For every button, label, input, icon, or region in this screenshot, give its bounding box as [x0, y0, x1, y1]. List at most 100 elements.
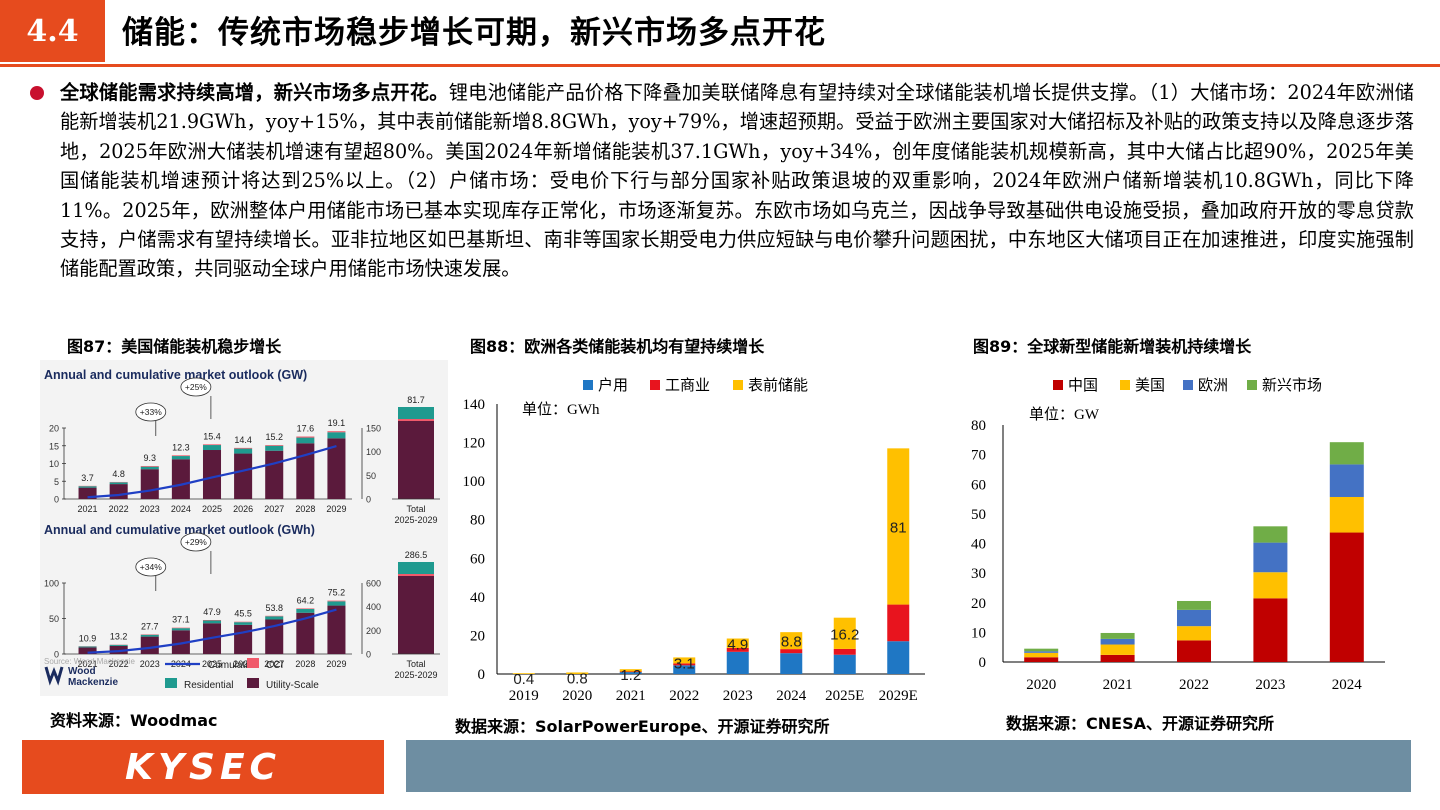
wm1-total-label: 12.3 — [172, 442, 190, 452]
gl-legend-swatch-3 — [1247, 380, 1257, 390]
eu-xtick: 2021 — [616, 688, 646, 704]
gl-legend-label-1: 美国 — [1135, 377, 1165, 394]
wm1-title: Annual and cumulative market outlook (GW… — [44, 368, 307, 382]
gl-xtick: 2021 — [1103, 677, 1133, 693]
wm2-growth-label-1: +34% — [140, 562, 162, 572]
wm2-xtick: 2022 — [109, 659, 129, 669]
gl-xtick: 2024 — [1332, 677, 1363, 693]
wm-brand-line2: Mackenzie — [68, 677, 118, 688]
wm1-bar-residential-2024 — [171, 456, 190, 460]
wm1-growth-label-1: +33% — [140, 407, 162, 417]
wm1-y2tick: 50 — [366, 471, 376, 481]
wm-legend-swatch-cci — [247, 658, 259, 668]
wm2-totalbar-label2: 2025-2029 — [394, 670, 437, 680]
wm1-bar-cci-2025 — [202, 444, 222, 446]
eu-ytick: 40 — [470, 590, 485, 606]
gl-ytick: 10 — [971, 625, 986, 641]
wm2-bar-residential-2025 — [202, 620, 222, 624]
wm1-xtick: 2023 — [140, 504, 160, 514]
wm1-totalbar-value: 81.7 — [407, 395, 425, 405]
wm2-xtick: 2023 — [140, 659, 160, 669]
gl-bar-1-2020 — [1024, 652, 1059, 658]
wm1-bar-cci-2026 — [234, 447, 253, 449]
fig89-source: 数据来源：CNESA、开源证券研究所 — [1006, 714, 1274, 733]
gl-bar-3-2021 — [1100, 632, 1135, 639]
eu-bar-1-2029E — [887, 604, 910, 642]
eu-data-label: 0.8 — [567, 670, 588, 687]
eu-bar-0-2025E — [833, 654, 856, 674]
wm1-bar-cci-2029 — [327, 431, 346, 433]
gl-ytick: 50 — [971, 507, 986, 523]
eu-data-label: 81 — [890, 519, 907, 536]
gl-legend-label-3: 新兴市场 — [1262, 377, 1322, 394]
eu-xtick: 2025E — [825, 688, 864, 704]
gl-bar-1-2021 — [1100, 644, 1135, 655]
wm2-total-label: 13.2 — [110, 632, 128, 642]
wm1-bar-utility-scale-2026 — [234, 453, 253, 499]
wm1-total-label: 9.3 — [144, 453, 157, 463]
footer-logo: KYSEC — [125, 746, 281, 788]
wm1-y2tick: 0 — [366, 495, 371, 505]
eu-bar-2-2024 — [780, 632, 803, 650]
wm1-bar-utility-scale-2023 — [140, 469, 159, 499]
wm2-bar-residential-2029 — [327, 601, 346, 606]
wm2-growth-bubble-2 — [180, 532, 212, 552]
gl-xtick: 2022 — [1179, 677, 1209, 693]
eu-legend-label-0: 户用 — [598, 377, 628, 394]
gl-ytick: 80 — [971, 418, 986, 434]
wm1-ytick: 0 — [54, 495, 59, 505]
wm1-bar-residential-2028 — [296, 437, 315, 444]
gl-bar-2-2023 — [1253, 542, 1288, 573]
wm2-total-label: 47.9 — [203, 607, 221, 617]
eu-ytick: 0 — [478, 667, 486, 683]
wm2-xtick: 2026 — [233, 659, 253, 669]
eu-data-label: 0.4 — [513, 671, 534, 688]
wm2-bar-utility-scale-2022 — [109, 645, 128, 654]
eu-ytick: 120 — [463, 436, 486, 452]
wm2-cumulative-line — [87, 608, 337, 654]
body-paragraph: 全球储能需求持续高增，新兴市场多点开花。锂电池储能产品价格下降叠加美联储降息有望… — [60, 78, 1414, 284]
wm1-bar-residential-2026 — [234, 448, 253, 454]
wm1-xtick: 2024 — [171, 504, 191, 514]
eu-bar-2-2019 — [512, 673, 535, 674]
gl-bar-1-2022 — [1177, 626, 1211, 641]
wm2-bar-utility-scale-2029 — [327, 605, 346, 654]
wm1-bar-utility-scale-2021 — [78, 487, 97, 499]
wm1-bar-utility-scale-2027 — [265, 450, 284, 499]
wm-legend-residential: Residential — [184, 680, 233, 691]
eu-bar-2-2029E — [887, 448, 910, 605]
wm2-ytick: 0 — [54, 650, 59, 660]
wm1-ytick: 10 — [49, 459, 59, 469]
wm1-total-label: 4.8 — [112, 469, 125, 479]
wm2-y2tick: 600 — [366, 579, 381, 589]
gl-legend-swatch-0 — [1053, 380, 1063, 390]
wm1-total-label: 15.2 — [265, 432, 283, 442]
eu-ytick: 20 — [470, 628, 485, 644]
gl-legend-label-0: 中国 — [1068, 377, 1098, 394]
page-title: 储能：传统市场稳步增长可期，新兴市场多点开花 — [122, 15, 826, 51]
eu-bar-1-2023 — [726, 647, 749, 652]
eu-unit-label: 单位：GWh — [522, 401, 600, 418]
fig88-source: 数据来源：SolarPowerEurope、开源证券研究所 — [455, 717, 830, 736]
wm2-total-label: 10.9 — [79, 633, 97, 643]
wm2-ytick: 100 — [44, 579, 59, 589]
eu-xtick: 2019 — [509, 688, 539, 704]
eu-data-label: 16.2 — [830, 626, 859, 643]
wm1-xtick: 2021 — [78, 504, 98, 514]
wm2-total-label: 27.7 — [141, 621, 159, 631]
wm1-y2tick: 100 — [366, 447, 381, 457]
wm2-bar-residential-2023 — [140, 634, 159, 637]
wm1-totalbar-utility — [398, 421, 434, 499]
wm1-totalbar-label2: 2025-2029 — [394, 515, 437, 525]
eu-data-label: 1.2 — [620, 667, 641, 684]
wm1-y2tick: 150 — [366, 424, 381, 434]
wm2-bar-utility-scale-2026 — [234, 624, 253, 654]
header-divider — [0, 64, 1440, 67]
gl-bar-0-2020 — [1024, 657, 1059, 662]
wm2-totalbar-residential — [398, 562, 434, 574]
wm1-xtick: 2022 — [109, 504, 129, 514]
wm1-bar-residential-2027 — [265, 445, 284, 451]
gl-bar-3-2022 — [1177, 600, 1211, 610]
wm2-total-label: 53.8 — [265, 603, 283, 613]
wm1-xtick: 2025 — [202, 504, 222, 514]
